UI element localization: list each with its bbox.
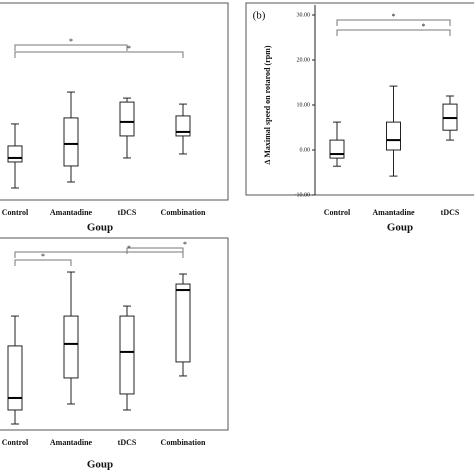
- x-tick-label: Combination: [161, 438, 206, 447]
- x-tick-label: tDCS: [441, 208, 460, 217]
- box: [175, 283, 191, 363]
- significance-bracket: [14, 44, 128, 51]
- panel-frame: [0, 237, 229, 431]
- y-tick-label: 0.00: [300, 147, 311, 153]
- x-tick-label: tDCS: [118, 438, 137, 447]
- x-tick-label: Combination: [161, 208, 206, 217]
- significance-star: *: [392, 12, 396, 21]
- panel-title: (b): [253, 10, 266, 22]
- box: [175, 115, 191, 137]
- significance-star: *: [183, 240, 187, 249]
- box: [63, 315, 79, 379]
- significance-bracket: [336, 29, 451, 36]
- x-tick-label: Control: [324, 208, 351, 217]
- title-box: [250, 7, 268, 23]
- significance-bracket: [126, 247, 184, 254]
- box: [63, 117, 79, 167]
- y-tick-label: 30.00: [297, 12, 311, 18]
- y-tick-label: -10.00: [295, 192, 311, 198]
- significance-bracket: [14, 259, 72, 266]
- x-tick-label: Amantadine: [372, 208, 415, 217]
- x-tick-label: Amantadine: [50, 208, 93, 217]
- significance-star: *: [127, 44, 131, 53]
- panel-frame: [245, 2, 474, 196]
- box: [119, 315, 135, 395]
- significance-star: *: [41, 252, 45, 261]
- significance-star: *: [422, 22, 426, 31]
- x-tick-label: Control: [2, 438, 29, 447]
- x-tick-label: Control: [2, 208, 29, 217]
- x-tick-label: tDCS: [118, 208, 137, 217]
- y-axis-label: ∆ Maximal speed on rotarod (rpm): [263, 45, 272, 164]
- y-tick-label: 20.00: [297, 57, 311, 63]
- significance-star: *: [69, 37, 73, 46]
- y-tick-label: 10.00: [297, 102, 311, 108]
- significance-bracket: [14, 251, 184, 258]
- box: [386, 121, 401, 151]
- box: [7, 145, 23, 163]
- box: [119, 101, 135, 137]
- x-axis-label: Goup: [387, 222, 413, 234]
- x-axis-label: Goup: [87, 222, 113, 234]
- box: [7, 345, 23, 411]
- panel-frame: [0, 2, 229, 201]
- x-axis-label: Goup: [87, 459, 113, 471]
- significance-bracket: [14, 51, 184, 58]
- box: [329, 139, 345, 159]
- significance-bracket: [336, 19, 451, 26]
- x-tick-label: Amantadine: [50, 438, 93, 447]
